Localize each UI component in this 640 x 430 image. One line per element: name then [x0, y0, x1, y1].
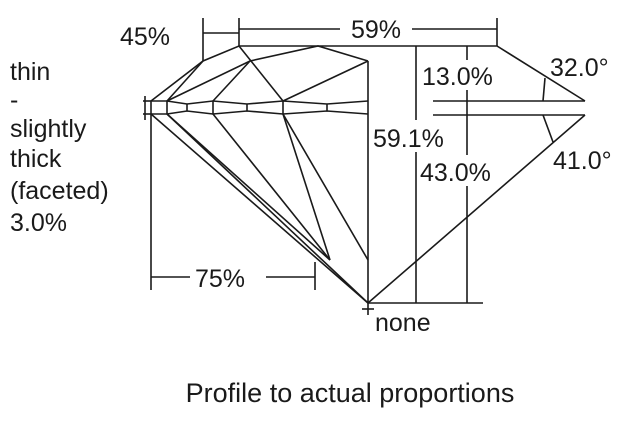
- crown-angle-label: 32.0°: [550, 54, 609, 82]
- table-label: 59%: [351, 16, 401, 44]
- caption: Profile to actual proportions: [186, 378, 515, 408]
- pavilion-depth-label: 43.0%: [420, 159, 491, 187]
- culet-label: none: [375, 309, 431, 337]
- girdle-line: 3.0%: [10, 209, 67, 237]
- girdle-line: (faceted): [10, 177, 109, 205]
- girdle-line: -: [10, 86, 18, 114]
- crown-height-label: 13.0%: [422, 63, 493, 91]
- girdle-label: thin - slightly thick (faceted) 3.0%: [10, 58, 109, 237]
- total-depth-label: 59.1%: [373, 125, 444, 153]
- lower-half-label: 75%: [195, 265, 245, 293]
- pavilion-angle-label: 41.0°: [553, 147, 612, 175]
- girdle-line: thin: [10, 58, 50, 86]
- girdle-line: thick: [10, 145, 62, 173]
- diamond-outline: [143, 18, 586, 315]
- girdle-line: slightly: [10, 115, 87, 143]
- star-length-label: 45%: [120, 23, 170, 51]
